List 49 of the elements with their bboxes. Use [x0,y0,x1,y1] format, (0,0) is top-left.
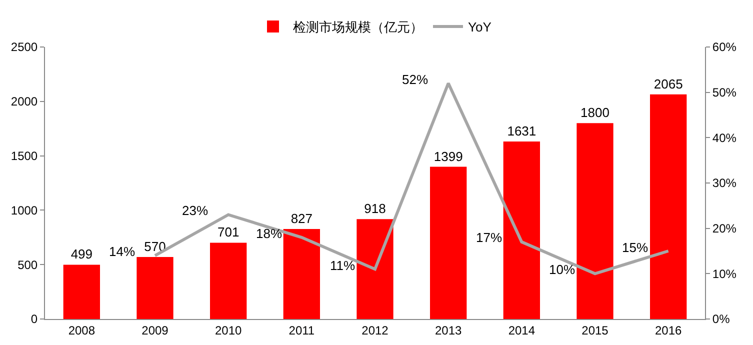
bar [283,229,320,319]
data-label: 1399 [434,148,463,164]
bar [576,123,614,319]
x-tick-label: 2015 [582,323,609,338]
data-label: 1631 [507,124,536,139]
data-label: 918 [364,201,386,216]
data-label: 15% [622,240,648,255]
data-label: 18% [256,226,282,241]
data-label: 1800 [580,105,610,120]
x-tick-label: 2012 [362,323,389,338]
bar [136,256,174,319]
x-tick-label: 2008 [68,323,96,338]
bar [210,242,247,319]
bar [503,142,540,319]
legend-label: YoY [468,20,492,35]
x-tick-label: 2016 [654,323,682,338]
y2-tick-label: 50% [712,86,737,100]
y2-tick-label: 0% [712,312,730,326]
y-tick-label: 2500 [10,40,38,54]
x-tick-label: 2011 [288,323,315,338]
x-tick-label: 2010 [214,323,242,338]
y-tick-label: 2000 [10,94,38,109]
data-label: 827 [290,211,313,226]
bar [430,166,467,319]
y2-tick-label: 60% [712,40,737,54]
bar [63,264,100,319]
y2-tick-label: 10% [712,266,737,281]
data-label: 499 [70,246,93,262]
bar [650,94,687,319]
y-tick-label: 1000 [10,203,38,218]
bar [356,219,394,319]
y-tick-label: 1500 [10,149,38,163]
y-tick-label: 0 [30,312,38,326]
x-tick-label: 2009 [142,323,169,338]
x-tick-label: 2014 [508,323,536,338]
data-label: 23% [182,203,208,218]
x-tick-label: 2013 [434,323,462,338]
data-label: 2065 [654,76,683,92]
data-label: 701 [217,224,240,240]
y-tick-label: 500 [18,258,38,272]
data-label: 52% [402,72,428,87]
data-label: 11% [330,258,356,273]
y2-tick-label: 20% [712,222,737,236]
y2-tick-label: 30% [712,176,737,190]
legend-label: 检测市场规模（亿元） [293,20,423,35]
y2-tick-label: 40% [712,130,737,145]
data-label: 10% [549,262,576,277]
data-label: 14% [109,244,136,259]
data-label: 17% [476,230,502,245]
